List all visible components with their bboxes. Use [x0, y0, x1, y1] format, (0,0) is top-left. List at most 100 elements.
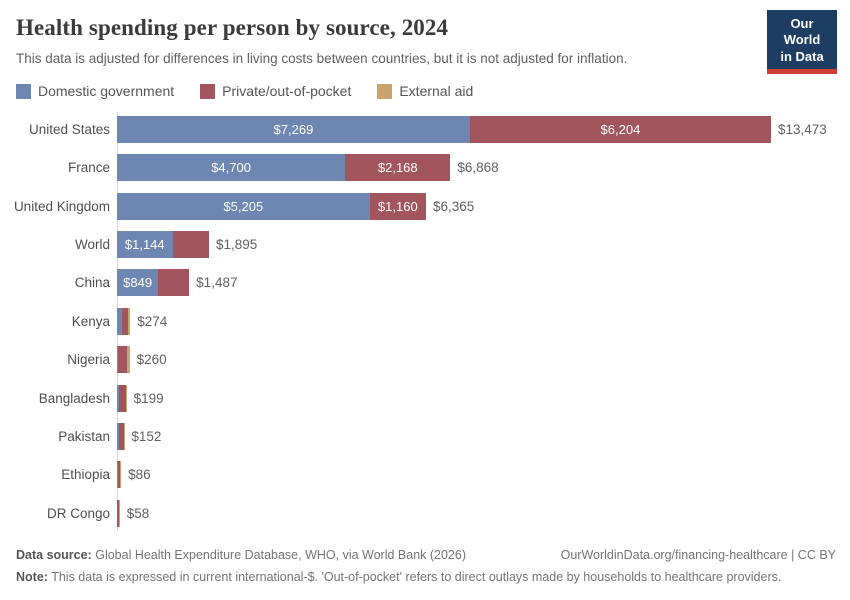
bar-total-label: $260 — [136, 352, 167, 368]
country-label: United States — [28, 121, 110, 137]
bar-chart: United States $7,269 $6,204 $13,473 France $4… — [0, 110, 850, 532]
bar-segment-domestic-government — [117, 461, 118, 489]
chart-header: Health spending per person by source, 20… — [0, 0, 850, 74]
row-plot: $7,269 $6,204 $13,473 — [117, 115, 850, 143]
legend-item-domestic-government: Domestic government — [16, 83, 174, 99]
bar-value-label: $7,269 — [273, 121, 314, 137]
bar-segment-domestic-government — [117, 307, 122, 335]
bar-row-china: China $849 $1,487 — [0, 264, 850, 302]
row-plot: $5,205 $1,160 $6,365 — [117, 192, 850, 220]
bar-total-label: $199 — [133, 390, 164, 406]
bar-value-label: $5,205 — [223, 198, 264, 214]
bar-value-label: $1,144 — [124, 237, 165, 253]
data-source-text: Global Health Expenditure Database, WHO,… — [95, 548, 467, 563]
bar-row-nigeria: Nigeria $260 — [0, 341, 850, 379]
row-plot: $86 — [117, 461, 850, 489]
bar-segment-private-out-of-pocket — [118, 384, 127, 412]
bar-segment-private-out-of-pocket — [117, 346, 127, 374]
country-label: DR Congo — [46, 505, 110, 521]
legend-label: External aid — [399, 83, 474, 100]
stacked-bar: $4,700 $2,168 — [117, 154, 451, 182]
bar-row-ethiopia: Ethiopia $86 — [0, 456, 850, 494]
legend: Domestic government Private/out-of-pocket… — [16, 83, 834, 99]
bar-segment-domestic-government: $849 — [117, 269, 159, 297]
stacked-bar: $849 — [117, 269, 190, 297]
bar-segment-domestic-government — [117, 346, 118, 374]
country-label: Kenya — [71, 313, 110, 329]
legend-swatch-external-aid — [377, 83, 393, 99]
chart-title: Health spending per person by source, 20… — [16, 15, 449, 40]
legend-label: Private/out-of-pocket — [222, 83, 352, 100]
bar-total-label: $1,487 — [196, 275, 238, 291]
bar-row-united-states: United States $7,269 $6,204 $13,473 — [0, 110, 850, 148]
bar-row-dr-congo: DR Congo $58 — [0, 494, 850, 532]
owid-attribution-link[interactable]: OurWorldinData.org/financing-healthcare … — [560, 548, 836, 563]
bar-segment-domestic-government: $5,205 — [117, 192, 370, 220]
data-source-label: Data source: — [16, 548, 92, 563]
country-label: World — [74, 237, 110, 253]
legend-swatch-private-out-of-pocket — [200, 83, 216, 99]
bar-total-label: $6,365 — [432, 198, 475, 214]
bar-segment-domestic-government: $7,269 — [117, 115, 470, 143]
bar-value-label: $1,160 — [377, 198, 418, 214]
bar-value-label: $849 — [123, 275, 153, 291]
bar-segment-private-out-of-pocket — [117, 499, 119, 527]
row-plot: $1,144 $1,895 — [117, 231, 850, 259]
bar-segment-external-aid — [127, 307, 131, 335]
row-plot: $58 — [117, 499, 850, 527]
bar-row-bangladesh: Bangladesh $199 — [0, 379, 850, 417]
bar-segment-external-aid — [120, 461, 122, 489]
bar-segment-private-out-of-pocket — [121, 307, 128, 335]
row-plot: $4,700 $2,168 $6,868 — [117, 154, 850, 182]
stacked-bar: $1,144 — [117, 231, 209, 259]
row-plot: $260 — [117, 346, 850, 374]
bar-segment-private-out-of-pocket: $2,168 — [345, 154, 451, 182]
legend-item-external-aid: External aid — [377, 83, 473, 99]
row-plot: $274 — [117, 307, 850, 335]
legend-item-private-out-of-pocket: Private/out-of-pocket — [200, 83, 351, 99]
bar-segment-private-out-of-pocket: $6,204 — [469, 115, 771, 143]
footer-note-row: Note: This data is expressed in current … — [16, 567, 836, 589]
owid-logo-line2: in Data — [780, 48, 824, 64]
bar-segment-external-aid — [126, 346, 130, 374]
row-plot: $199 — [117, 384, 850, 412]
stacked-bar — [117, 346, 130, 374]
bar-value-label: $4,700 — [211, 160, 251, 176]
bar-segment-private-out-of-pocket — [117, 461, 120, 489]
note-text: This data is expressed in current intern… — [51, 570, 782, 585]
bar-row-pakistan: Pakistan $152 — [0, 417, 850, 455]
bar-segment-domestic-government: $1,144 — [117, 231, 173, 259]
bar-segment-domestic-government — [117, 423, 119, 451]
stacked-bar — [117, 423, 125, 451]
legend-swatch-domestic-government — [16, 83, 31, 99]
bar-row-kenya: Kenya $274 — [0, 302, 850, 340]
legend-label: Domestic government — [38, 83, 175, 100]
country-label: China — [74, 275, 110, 291]
data-source: Data source: Global Health Expenditure D… — [16, 545, 466, 567]
note-label: Note: — [16, 570, 48, 585]
owid-logo: Our World in Data — [767, 10, 837, 74]
stacked-bar: $5,205 $1,160 — [117, 192, 426, 220]
country-label: Ethiopia — [61, 467, 110, 483]
bar-value-label: $6,204 — [600, 121, 641, 137]
bar-segment-private-out-of-pocket — [172, 231, 209, 259]
bar-segment-external-aid — [118, 499, 120, 527]
bar-value-label: $2,168 — [377, 160, 418, 176]
country-label: Bangladesh — [38, 390, 110, 406]
stacked-bar — [117, 461, 122, 489]
bar-total-label: $1,895 — [215, 237, 258, 253]
stacked-bar: $7,269 $6,204 — [117, 115, 771, 143]
chart-subtitle: This data is adjusted for differences in… — [16, 51, 628, 66]
bar-total-label: $86 — [128, 467, 151, 483]
chart-footer: Data source: Global Health Expenditure D… — [16, 545, 836, 589]
bar-row-united-kingdom: United Kingdom $5,205 $1,160 $6,365 — [0, 187, 850, 225]
bar-total-label: $58 — [126, 505, 150, 521]
bar-row-world: World $1,144 $1,895 — [0, 225, 850, 263]
stacked-bar — [117, 307, 131, 335]
bar-segment-private-out-of-pocket: $1,160 — [369, 192, 426, 220]
bar-segment-private-out-of-pocket — [118, 423, 124, 451]
bar-row-france: France $4,700 $2,168 $6,868 — [0, 149, 850, 187]
stacked-bar — [117, 384, 127, 412]
country-label: Pakistan — [58, 429, 110, 445]
bar-total-label: $6,868 — [457, 160, 499, 176]
